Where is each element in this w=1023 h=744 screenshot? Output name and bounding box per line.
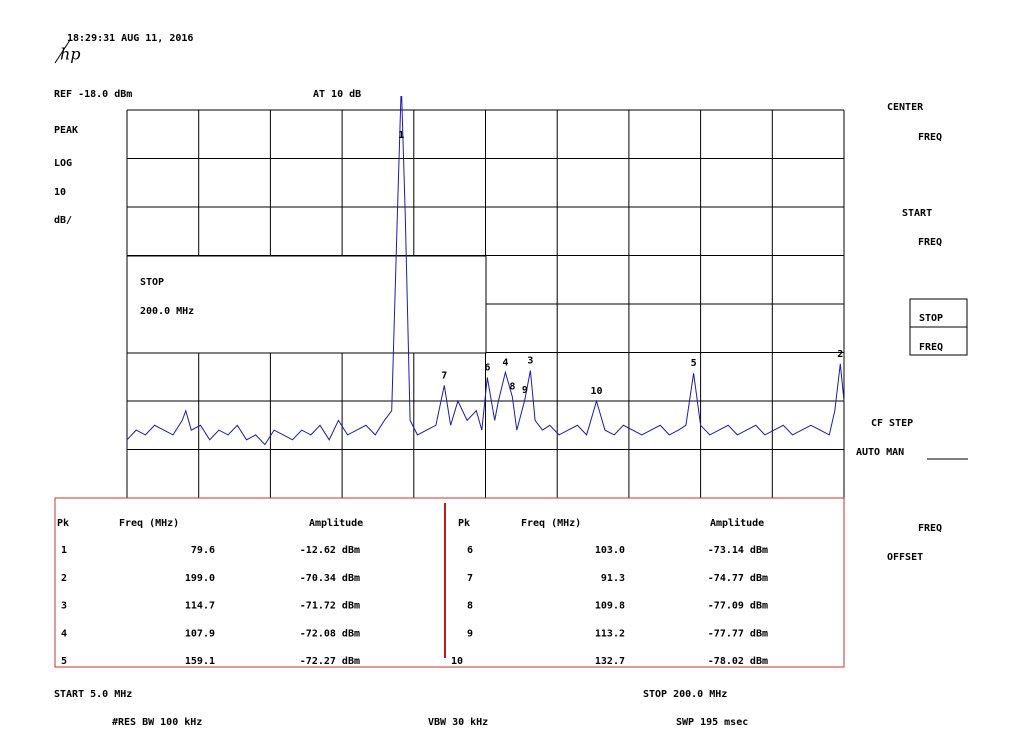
table-amplitude: -77.77 dBm <box>708 628 768 639</box>
peak-marker-label: 9 <box>522 385 528 396</box>
table-freq: 113.2 <box>595 628 625 639</box>
scale-type: LOG <box>54 158 72 169</box>
table-header: Amplitude <box>309 517 363 529</box>
table-amplitude: -12.62 dBm <box>300 545 360 556</box>
softkey[interactable]: AUTO MAN <box>856 447 904 458</box>
table-header: Pk <box>57 518 69 529</box>
table-amplitude: -71.72 dBm <box>300 601 360 612</box>
table-freq: 159.1 <box>185 656 215 667</box>
table-pk: 6 <box>467 545 473 556</box>
table-amplitude: -78.02 dBm <box>708 656 768 667</box>
softkey[interactable]: START <box>902 208 932 219</box>
table-freq: 109.8 <box>595 601 625 612</box>
active-function-box <box>126 255 487 354</box>
rbw: #RES BW 100 kHz <box>112 717 202 728</box>
table-pk: 7 <box>467 573 473 584</box>
table-pk: 2 <box>61 573 67 584</box>
peak-marker-label: 1 <box>398 130 404 141</box>
peak-marker-label: 3 <box>527 356 533 367</box>
trace-area: 1 2 3 4 5 6 7 8 9 10 <box>126 96 845 446</box>
peak-marker-label: 5 <box>691 358 697 369</box>
peak-table: Pk Freq (MHz) Amplitude Pk Freq (MHz) Amplitu… <box>57 517 768 667</box>
softkey[interactable]: STOP <box>919 313 943 324</box>
reference-level: REF -18.0 dBm <box>54 89 132 100</box>
table-amplitude: -77.09 dBm <box>708 601 768 612</box>
attenuation: AT 10 dB <box>313 89 361 100</box>
logo: hp <box>60 45 81 64</box>
peak-marker-label: 4 <box>502 357 508 368</box>
softkey[interactable]: CENTER <box>887 102 924 113</box>
vbw: VBW 30 kHz <box>428 717 488 728</box>
timestamp: 18:29:31 AUG 11, 2016 <box>67 33 193 44</box>
table-freq: 103.0 <box>595 545 625 556</box>
softkey[interactable]: FREQ <box>918 132 942 143</box>
logo-stroke <box>54 39 71 64</box>
table-freq: 199.0 <box>185 573 215 584</box>
peak-table-frame <box>54 497 845 668</box>
table-header: Pk <box>458 518 470 529</box>
peak-marker-label: 8 <box>509 382 515 393</box>
table-amplitude: -70.34 dBm <box>300 573 360 584</box>
softkey[interactable]: FREQ <box>919 342 943 353</box>
table-freq: 107.9 <box>185 628 215 639</box>
table-pk: 8 <box>467 601 473 612</box>
scale-value: 10 <box>54 187 66 198</box>
softkey[interactable]: OFFSET <box>887 552 923 563</box>
table-pk: 1 <box>61 545 67 556</box>
stop-freq: STOP 200.0 MHz <box>643 689 727 700</box>
table-amplitude: -73.14 dBm <box>708 545 768 556</box>
peak-marker-label: 10 <box>591 386 603 397</box>
table-pk: 3 <box>61 601 67 612</box>
table-pk: 5 <box>61 656 67 667</box>
peak-marker-label: 6 <box>484 362 490 373</box>
start-freq: START 5.0 MHz <box>54 689 132 700</box>
softkey[interactable]: CF STEP <box>871 418 913 429</box>
active-function-label: STOP <box>140 277 164 288</box>
table-freq: 79.6 <box>191 545 215 556</box>
softkey[interactable]: FREQ <box>918 237 942 248</box>
table-pk: 9 <box>467 628 473 639</box>
table-header: Freq (MHz) <box>119 518 179 529</box>
softkey[interactable]: FREQ <box>918 523 942 534</box>
scale-unit: dB/ <box>54 215 72 226</box>
active-function-value: 200.0 MHz <box>140 306 194 317</box>
table-freq: 132.7 <box>595 656 625 667</box>
peak-marker-label: 7 <box>441 370 447 381</box>
table-header: Amplitude <box>710 517 764 529</box>
table-freq: 91.3 <box>601 573 625 584</box>
table-header: Freq (MHz) <box>521 518 581 529</box>
table-amplitude: -72.08 dBm <box>300 628 360 639</box>
table-pk: 10 <box>451 656 463 667</box>
table-freq: 114.7 <box>185 601 215 612</box>
detector: PEAK <box>54 125 78 136</box>
peak-marker-label: 2 <box>837 349 843 360</box>
table-amplitude: -72.27 dBm <box>300 656 360 667</box>
table-pk: 4 <box>61 628 67 639</box>
table-amplitude: -74.77 dBm <box>708 573 768 584</box>
sweep-time: SWP 195 msec <box>676 717 748 728</box>
trace <box>126 96 845 446</box>
